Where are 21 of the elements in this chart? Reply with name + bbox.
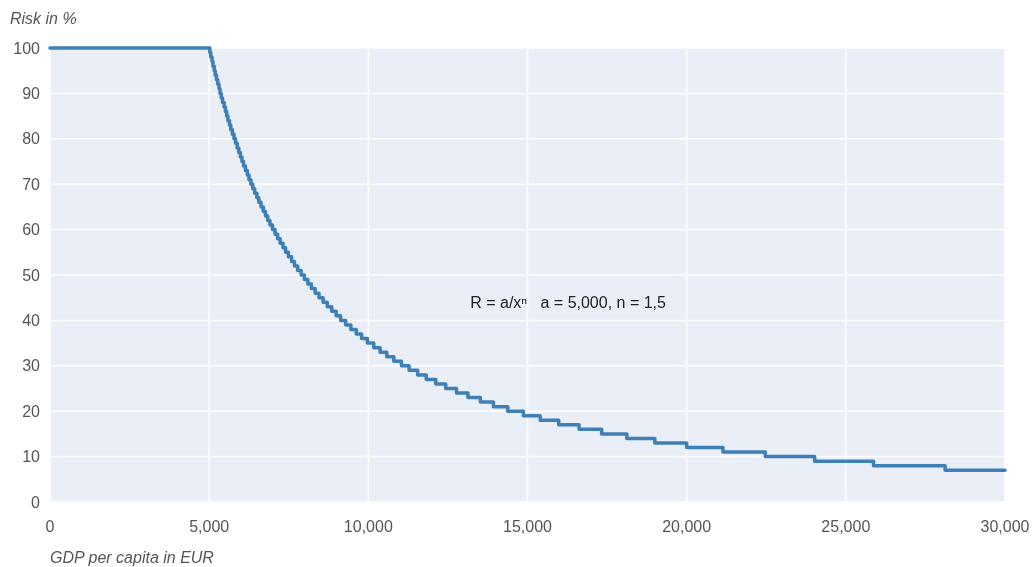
y-tick-label: 50 <box>22 266 41 284</box>
x-tick-label: 20,000 <box>662 518 712 535</box>
x-tick-label: 10,000 <box>343 518 393 535</box>
y-tick-label: 10 <box>22 448 41 466</box>
y-tick-label: 40 <box>22 312 41 329</box>
x-axis-title: GDP per capita in EUR <box>50 549 215 566</box>
x-tick-label: 15,000 <box>503 518 553 535</box>
y-tick-label: 80 <box>22 130 41 148</box>
x-tick-label: 0 <box>45 518 55 535</box>
y-tick-label: 30 <box>22 357 41 375</box>
y-tick-label: 20 <box>22 402 41 420</box>
y-tick-label: 60 <box>22 221 41 239</box>
y-tick-label: 90 <box>22 85 41 102</box>
x-tick-label: 25,000 <box>821 518 871 535</box>
x-tick-label: 5,000 <box>189 518 230 535</box>
y-tick-label: 0 <box>31 493 41 511</box>
annotation: R = a/xⁿ a = 5,000, n = 1,5 <box>470 294 667 312</box>
y-tick-label: 100 <box>13 39 41 57</box>
y-axis-title: Risk in % <box>10 10 77 27</box>
y-tick-label: 70 <box>22 175 41 193</box>
x-tick-label: 30,000 <box>980 518 1030 535</box>
